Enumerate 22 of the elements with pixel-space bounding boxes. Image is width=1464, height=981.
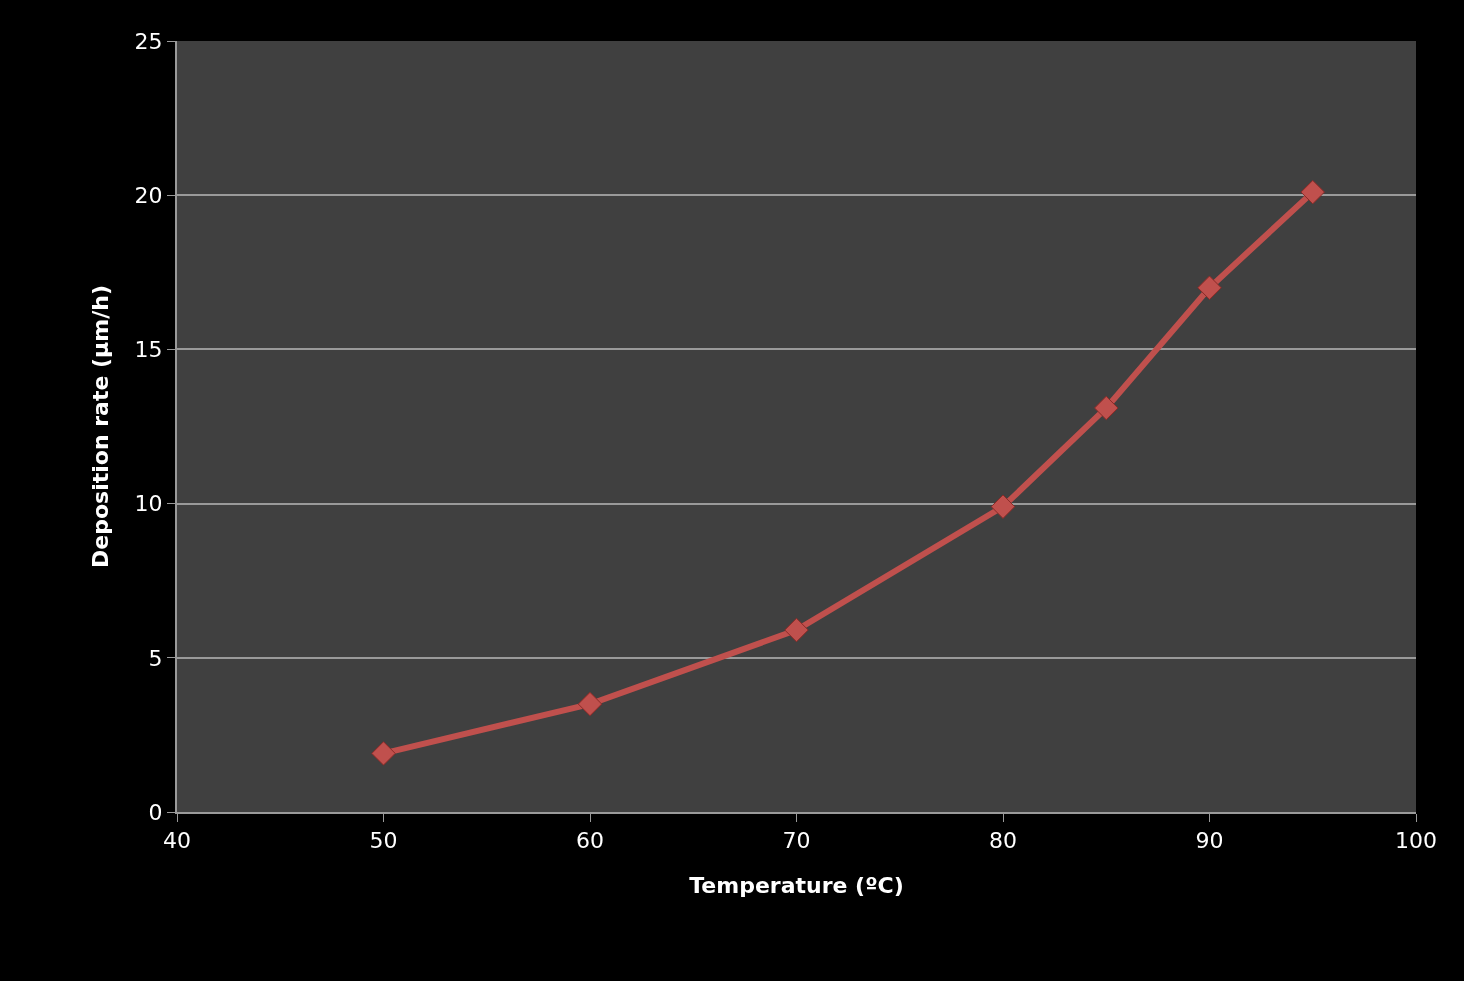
y-tick-label: 0	[148, 799, 163, 825]
y-axis-title: Deposition rate (µm/h)	[87, 285, 113, 568]
x-tick-label: 60	[576, 828, 604, 854]
point	[990, 494, 1016, 519]
x-tick-label: 100	[1395, 828, 1437, 854]
x-tick-label: 50	[369, 828, 398, 854]
point	[784, 617, 809, 643]
point	[1197, 275, 1222, 300]
x-tick-label: 80	[989, 828, 1017, 854]
y-tick-label: 25	[134, 28, 163, 54]
point	[577, 691, 603, 717]
x-tick-label: 70	[782, 828, 811, 854]
x-axis-title: Temperature (ºC)	[689, 872, 904, 898]
y-tick-label: 20	[134, 182, 163, 208]
point	[1094, 395, 1119, 421]
point	[1300, 179, 1325, 205]
y-tick-label: 5	[148, 645, 163, 671]
x-tick-label: 90	[1195, 828, 1224, 854]
x-tick-label: 40	[163, 828, 191, 854]
y-tick-label: 15	[134, 337, 163, 363]
point	[371, 741, 396, 766]
y-tick-label: 10	[134, 491, 163, 517]
